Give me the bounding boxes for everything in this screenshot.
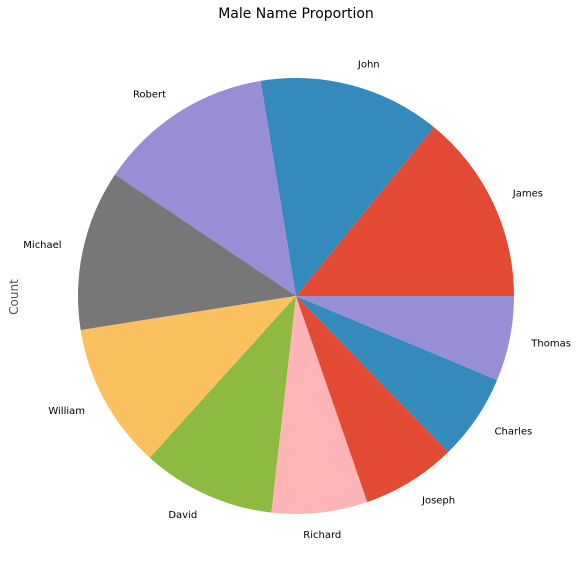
pie-label-robert: Robert (133, 90, 166, 101)
pie-slice-robert (114, 80, 297, 297)
pie-slice-james (296, 127, 514, 296)
pie-slice-john (260, 77, 434, 297)
pie-labels: James John Robert Michael William David Richar… (23, 60, 571, 541)
pie-slice-michael (77, 174, 296, 331)
pie-label-john: John (357, 60, 380, 71)
pie-slice-joseph (296, 296, 449, 503)
pie-label-david: David (168, 510, 197, 521)
pie-slices (77, 77, 514, 515)
pie-slice-william (80, 296, 297, 458)
pie-slice-richard (271, 296, 368, 515)
pie-label-thomas: Thomas (530, 339, 571, 350)
pie-slice-charles (296, 296, 498, 453)
pie-label-james: James (512, 189, 543, 200)
pie-label-charles: Charles (495, 426, 533, 437)
pie-label-joseph: Joseph (421, 496, 455, 507)
pie-slice-david (149, 296, 296, 513)
pie-label-richard: Richard (303, 530, 341, 541)
chart-title: Male Name Proportion (218, 6, 374, 22)
y-axis-label: Count (7, 279, 21, 315)
pie-slice-thomas (296, 296, 514, 381)
pie-label-william: William (48, 406, 85, 417)
pie-label-michael: Michael (23, 240, 61, 251)
